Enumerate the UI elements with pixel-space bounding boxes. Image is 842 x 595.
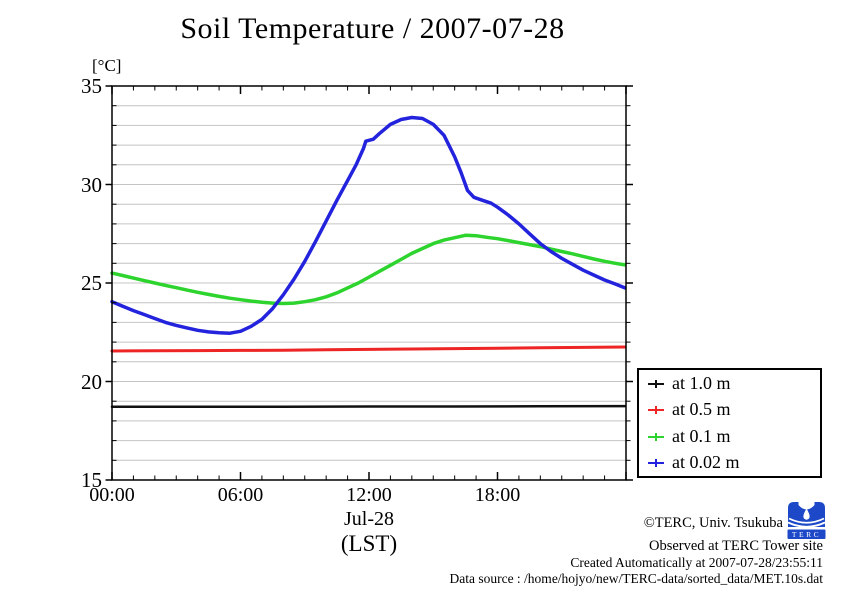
logo-arc-2 (787, 521, 826, 528)
y-axis-unit-label: [°C] (92, 56, 122, 75)
x-axis-tick-label: 12:00 (346, 484, 392, 506)
y-axis-tick-label: 25 (81, 271, 102, 295)
logo-text: TERC (792, 530, 821, 539)
chart-title: Soil Temperature / 2007-07-28 (180, 12, 565, 45)
x-axis-date-label: Jul-28 (344, 508, 394, 530)
legend-label: at 0.02 m (672, 452, 740, 473)
legend-label: at 1.0 m (672, 372, 731, 393)
logo-arc-1 (788, 517, 825, 524)
footer-copyright: ©TERC, Univ. Tsukuba (643, 515, 783, 531)
x-axis-tick-label: 18:00 (474, 484, 521, 506)
legend-label: at 0.5 m (672, 399, 731, 420)
footer-created: Created Automatically at 2007-07-28/23:5… (570, 555, 823, 570)
legend-entry: at 0.1 m (648, 426, 820, 447)
legend-entry: at 1.0 m (648, 373, 820, 394)
logo-droplet (803, 508, 810, 520)
series-at-0-1-m (110, 233, 627, 306)
legend-line-sample-icon (648, 379, 664, 388)
footer-observed: Observed at TERC Tower site (648, 538, 823, 554)
y-axis-tick-label: 15 (81, 468, 102, 492)
terc-logo-icon: TERC (787, 502, 826, 539)
y-axis-tick-label: 30 (81, 172, 102, 197)
x-axis-tick-label: 00:00 (89, 484, 135, 506)
x-axis-tick-label: 06:00 (217, 484, 264, 506)
legend-line-sample-icon (648, 432, 664, 441)
legend-line-sample-icon (648, 458, 664, 468)
legend: at 1.0 m at 0.5 m at 0.1 m at 0.02 m (637, 368, 822, 478)
plot-area (105, 85, 633, 481)
legend-entry: at 0.5 m (648, 399, 820, 420)
y-axis-tick-label: 20 (81, 369, 102, 394)
x-axis-timezone-label: (LST) (340, 531, 398, 556)
footer-datasource: Data source : /home/hojyo/new/TERC-data/… (449, 571, 823, 586)
legend-label: at 0.1 m (672, 425, 731, 446)
y-axis-tick-label: 35 (81, 74, 102, 98)
legend-entry: at 0.02 m (648, 452, 820, 473)
series-at-1-0-m (110, 404, 627, 408)
series-at-0-02-m (110, 115, 627, 335)
series-at-0-5-m (110, 345, 627, 353)
legend-line-sample-icon (648, 405, 664, 415)
